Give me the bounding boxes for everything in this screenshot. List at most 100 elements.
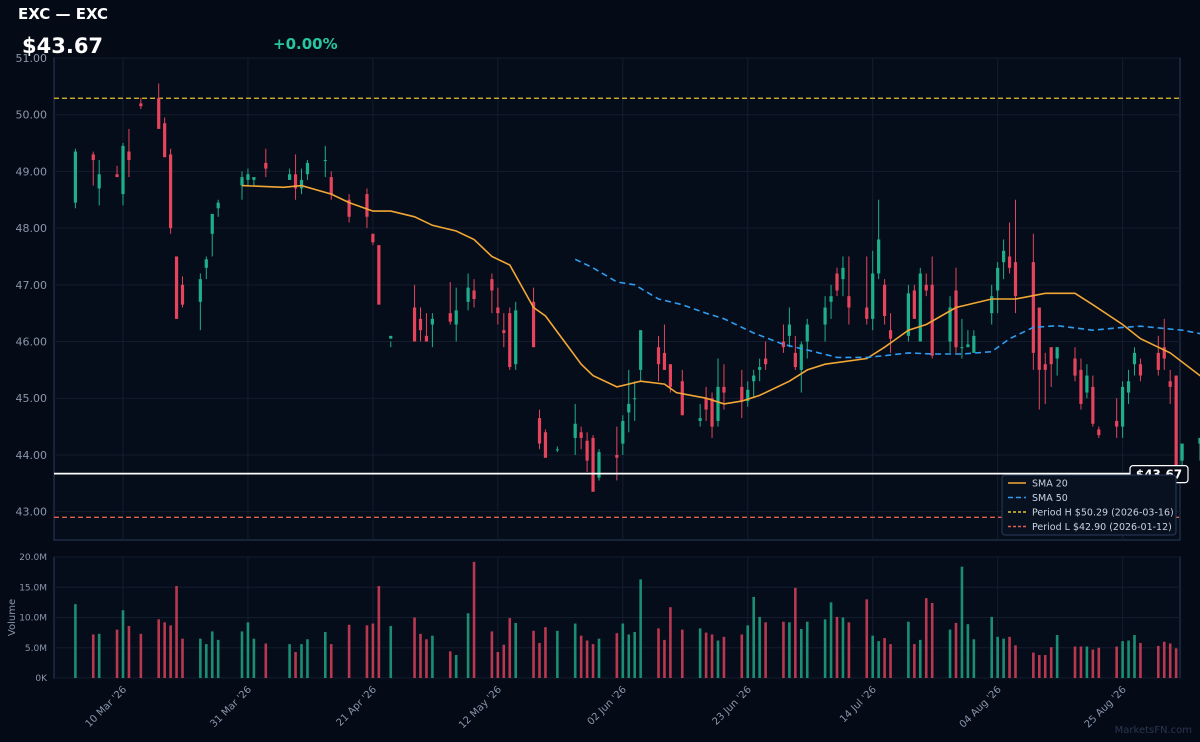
candle-body (377, 245, 381, 305)
candle (888, 313, 893, 353)
candle (1162, 318, 1166, 370)
chart-title: EXC — EXC (18, 5, 109, 23)
candle (579, 426, 583, 450)
volume-bar (347, 624, 351, 678)
candle (73, 148, 77, 209)
volume-bar (210, 631, 214, 678)
candle (662, 324, 667, 370)
volume-bar (835, 616, 839, 678)
y-tick-label: 50.00 (16, 109, 48, 122)
volume-bar (889, 644, 892, 678)
volume-bar (782, 621, 785, 678)
volume-bar (1162, 641, 1166, 678)
candle (305, 160, 310, 180)
candle-body (787, 324, 791, 336)
legend-box (1001, 474, 1177, 536)
volume-bar (74, 604, 77, 678)
candle (288, 168, 292, 180)
candle (883, 279, 887, 325)
volume-bar (948, 629, 952, 678)
candle (1085, 364, 1089, 399)
candle (865, 256, 869, 325)
volume-bar (205, 644, 208, 678)
volume-bar (294, 651, 297, 678)
candle-body (1043, 364, 1047, 370)
candle-body (1132, 352, 1137, 365)
candle-body (877, 239, 881, 274)
candle (472, 279, 476, 308)
candle (1043, 352, 1047, 404)
candle-body (781, 341, 786, 348)
y-tick-label: 43.00 (16, 506, 48, 519)
volume-bar (246, 622, 250, 678)
volume-bar (597, 638, 601, 678)
candle-body (585, 440, 589, 461)
volume-bar (627, 634, 631, 678)
candle-body (305, 162, 310, 175)
y-tick-label: 47.00 (16, 279, 48, 292)
volume-bar (1157, 645, 1160, 678)
volume-tick-label: 10.0M (19, 614, 47, 624)
candle (157, 83, 161, 129)
candle-body (514, 310, 518, 365)
candle (871, 250, 875, 331)
candle (698, 403, 702, 427)
volume-bar (181, 638, 184, 678)
volume-bar (1008, 636, 1011, 678)
candle-body (888, 330, 893, 339)
volume-bar (365, 625, 369, 678)
candle (496, 287, 500, 325)
volume-bar (431, 635, 434, 678)
legend-label: Period H $50.29 (2026-03-16) (1032, 508, 1174, 519)
x-tick-label: 21 Apr '26 (335, 684, 379, 728)
candle (293, 154, 298, 200)
candle-body (389, 335, 393, 339)
volume-bar (508, 618, 512, 678)
volume-bar (163, 622, 166, 678)
volume-bar (496, 651, 500, 678)
candle-body (472, 290, 476, 299)
volume-bar (794, 587, 797, 678)
candle (490, 273, 494, 314)
candle (210, 213, 214, 257)
candle-body (299, 179, 304, 189)
x-tick-label: 02 Jun '26 (586, 684, 629, 727)
volume-bar (288, 644, 291, 678)
candle-body (1174, 375, 1178, 472)
candle (573, 403, 577, 455)
volume-bar (502, 644, 506, 678)
volume-bar (877, 641, 880, 678)
candle (323, 145, 327, 178)
candle (252, 177, 256, 186)
volume-bar (954, 622, 958, 678)
candle-body (1097, 429, 1101, 436)
candle (621, 415, 625, 455)
candle-body (764, 358, 768, 365)
candle-body (710, 398, 714, 427)
volume-bar (841, 617, 845, 678)
candle (627, 369, 631, 433)
candle (246, 168, 250, 186)
volume-bar (169, 625, 172, 678)
candle (680, 369, 684, 416)
candle-body (871, 273, 875, 319)
candle-body (799, 344, 803, 370)
volume-bar (377, 586, 381, 678)
candle-body (543, 432, 548, 458)
candle (508, 307, 512, 370)
volume-bar (883, 638, 886, 678)
candle (377, 245, 381, 305)
legend-label: SMA 20 (1032, 479, 1068, 490)
candle-body (1013, 262, 1018, 297)
volume-bar (556, 630, 559, 678)
candle-body (990, 296, 994, 314)
volume-bar (300, 644, 303, 678)
sma50-line (574, 258, 1200, 359)
candle (1037, 307, 1041, 410)
volume-bar (1079, 646, 1083, 678)
current-price: $43.67 (22, 34, 104, 58)
candle-body (1079, 369, 1083, 404)
volume-bar (175, 586, 178, 678)
candle-body (954, 290, 958, 348)
candle (198, 273, 202, 331)
